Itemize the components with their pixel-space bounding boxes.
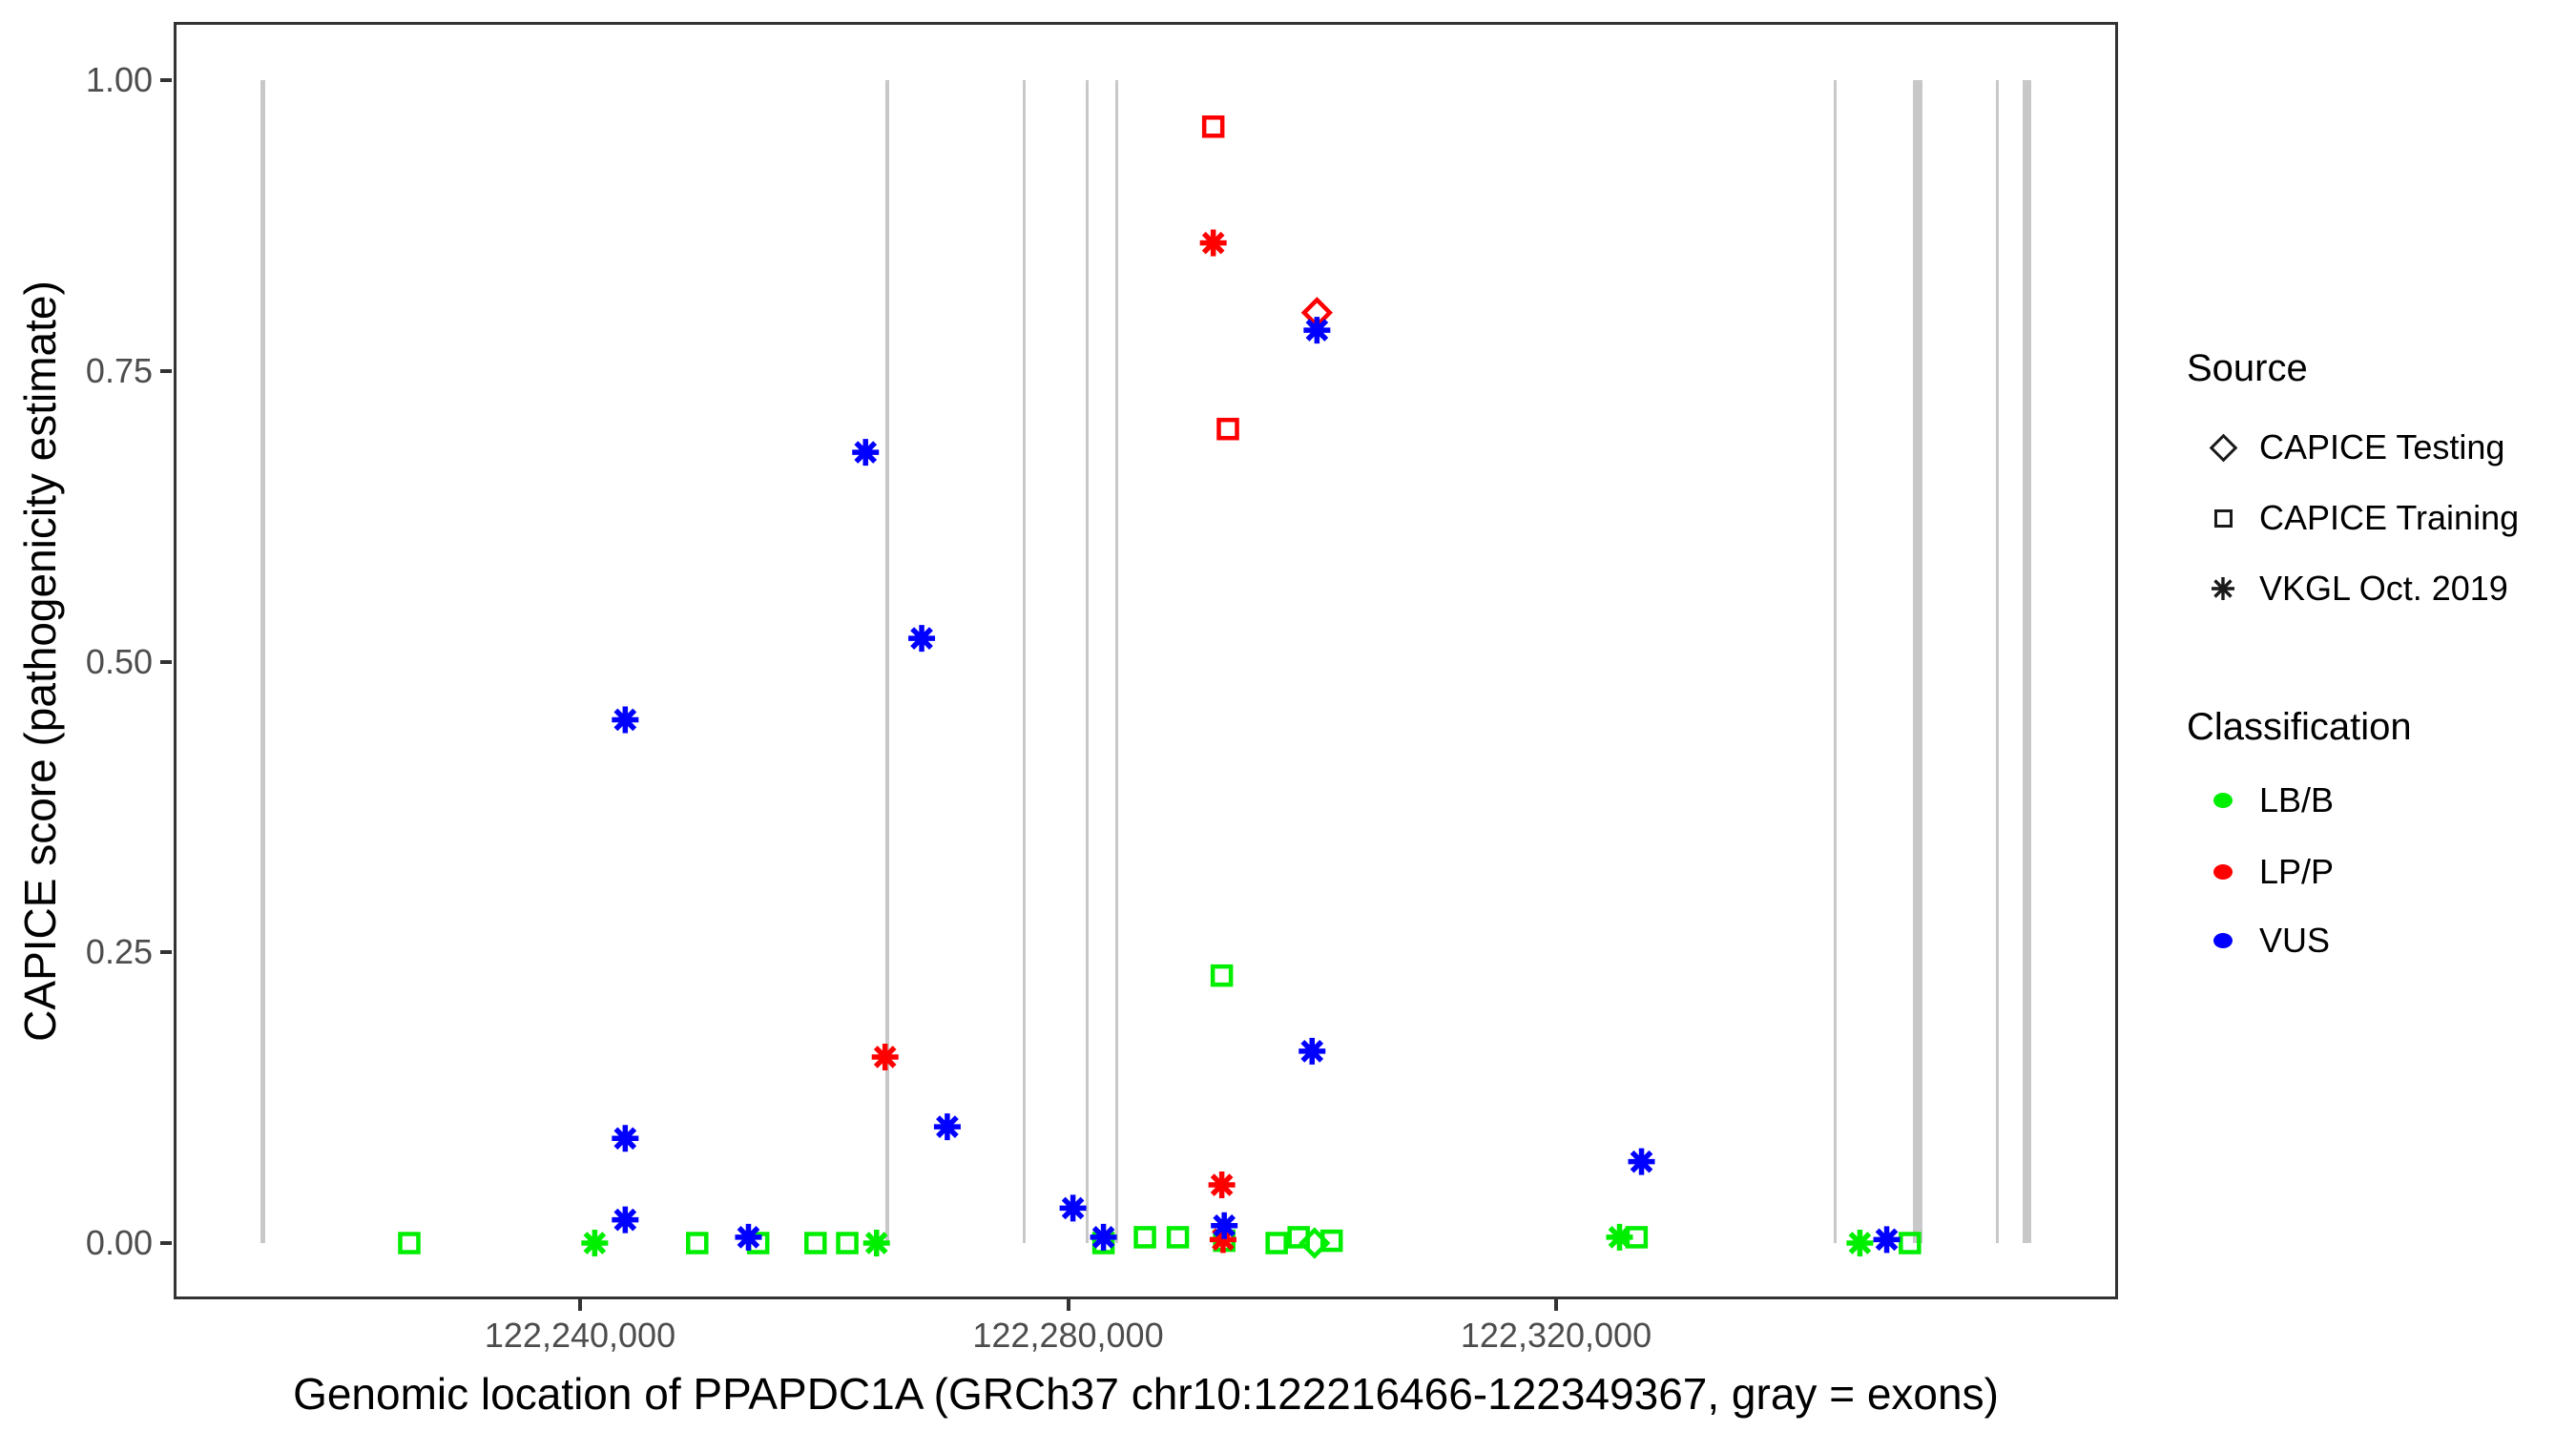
diamond-icon xyxy=(2200,433,2246,462)
data-point-lbb-asterisk xyxy=(862,1230,890,1256)
y-tick-mark xyxy=(160,1241,172,1245)
data-point-lbb-asterisk xyxy=(1606,1223,1633,1251)
legend-item-capice-testing: CAPICE Testing xyxy=(2200,422,2504,473)
x-tick-mark xyxy=(578,1299,582,1311)
dot-icon xyxy=(2200,793,2246,808)
legend-item-label: VKGL Oct. 2019 xyxy=(2259,569,2508,608)
y-tick-mark xyxy=(160,659,172,664)
data-point-vus-asterisk xyxy=(1059,1194,1087,1222)
data-point-vus-asterisk xyxy=(1873,1226,1901,1254)
data-point-lbb-square xyxy=(686,1232,709,1255)
exon-bar xyxy=(2023,80,2032,1243)
x-axis-title: Genomic location of PPAPDC1A (GRCh37 chr… xyxy=(293,1369,1999,1419)
legend-item-label: LB/B xyxy=(2259,780,2335,819)
data-point-lpp-asterisk xyxy=(871,1043,899,1070)
y-tick-mark xyxy=(160,950,172,955)
legend-item-label: LP/P xyxy=(2259,852,2335,891)
data-point-vus-asterisk xyxy=(612,1206,639,1234)
legend-item-label: CAPICE Testing xyxy=(2259,427,2505,467)
exon-bar xyxy=(1022,80,1026,1243)
data-point-vus-asterisk xyxy=(1298,1037,1326,1065)
y-tick-label: 0.00 xyxy=(85,1223,153,1262)
data-point-lbb-asterisk xyxy=(1846,1230,1874,1256)
y-tick-mark xyxy=(160,368,172,373)
exon-bar xyxy=(1086,80,1090,1243)
x-tick-label: 122,280,000 xyxy=(972,1316,1164,1355)
data-point-vus-asterisk xyxy=(1211,1212,1238,1239)
y-tick-mark xyxy=(160,78,172,82)
asterisk-icon xyxy=(2200,572,2246,605)
square-icon xyxy=(2200,508,2246,528)
dot-icon xyxy=(2200,864,2246,880)
data-point-lbb-square xyxy=(1210,964,1234,987)
y-tick-label: 1.00 xyxy=(85,60,153,99)
exon-bar xyxy=(885,80,890,1243)
data-point-vus-asterisk xyxy=(933,1113,961,1141)
exon-bar xyxy=(1115,80,1119,1243)
x-tick-label: 122,320,000 xyxy=(1460,1316,1652,1355)
data-point-lbb-square xyxy=(836,1232,859,1255)
plot-panel xyxy=(174,22,2118,1299)
legend-title-source: Source xyxy=(2187,347,2308,389)
data-point-lbb-asterisk xyxy=(581,1230,609,1256)
legend-item-lp-p: LP/P xyxy=(2200,846,2334,898)
data-point-lbb-square xyxy=(1625,1226,1649,1249)
legend-item-label: CAPICE Training xyxy=(2259,498,2520,537)
legend-item-vkgl-oct-2019: VKGL Oct. 2019 xyxy=(2200,563,2508,614)
legend-item-capice-training: CAPICE Training xyxy=(2200,492,2519,544)
legend-title-classification: Classification xyxy=(2187,706,2412,748)
x-tick-mark xyxy=(1554,1299,1558,1311)
y-tick-label: 0.25 xyxy=(85,932,153,972)
data-point-vus-asterisk xyxy=(612,706,639,734)
y-tick-label: 0.75 xyxy=(85,350,153,390)
data-point-lbb-square xyxy=(1899,1232,1922,1255)
data-point-lpp-asterisk xyxy=(1209,1226,1236,1254)
data-point-lbb-square xyxy=(1166,1226,1190,1249)
data-point-lbb-square xyxy=(1133,1226,1156,1249)
data-point-vus-asterisk xyxy=(908,625,936,653)
data-point-lbb-square xyxy=(1319,1229,1343,1253)
data-point-vus-asterisk xyxy=(852,439,880,467)
data-point-vus-asterisk xyxy=(1628,1148,1655,1175)
data-point-lpp-diamond xyxy=(1300,297,1333,329)
legend-item-label: VUS xyxy=(2259,921,2331,960)
data-point-lpp-square xyxy=(1216,417,1239,441)
x-tick-label: 122,240,000 xyxy=(484,1316,676,1355)
data-point-vus-asterisk xyxy=(1303,317,1331,344)
exon-bar xyxy=(1834,80,1838,1243)
data-point-vus-asterisk xyxy=(1090,1223,1117,1251)
legend-item-vus: VUS xyxy=(2200,915,2330,966)
dot-icon xyxy=(2200,933,2246,948)
data-point-lpp-asterisk xyxy=(1199,229,1227,257)
exon-bar xyxy=(1912,80,1922,1243)
exon-bar xyxy=(260,80,266,1243)
data-point-lbb-square xyxy=(804,1232,827,1255)
data-point-lpp-square xyxy=(1201,115,1225,138)
data-point-vus-asterisk xyxy=(735,1223,762,1251)
data-point-lbb-square xyxy=(1265,1232,1288,1255)
legend-item-lb-b: LB/B xyxy=(2200,775,2334,826)
y-tick-label: 0.50 xyxy=(85,641,153,681)
data-point-lpp-asterisk xyxy=(1208,1172,1236,1199)
x-tick-mark xyxy=(1066,1299,1070,1311)
exon-bar xyxy=(1996,80,2000,1243)
data-point-lbb-square xyxy=(398,1232,421,1255)
data-point-vus-asterisk xyxy=(612,1125,639,1152)
